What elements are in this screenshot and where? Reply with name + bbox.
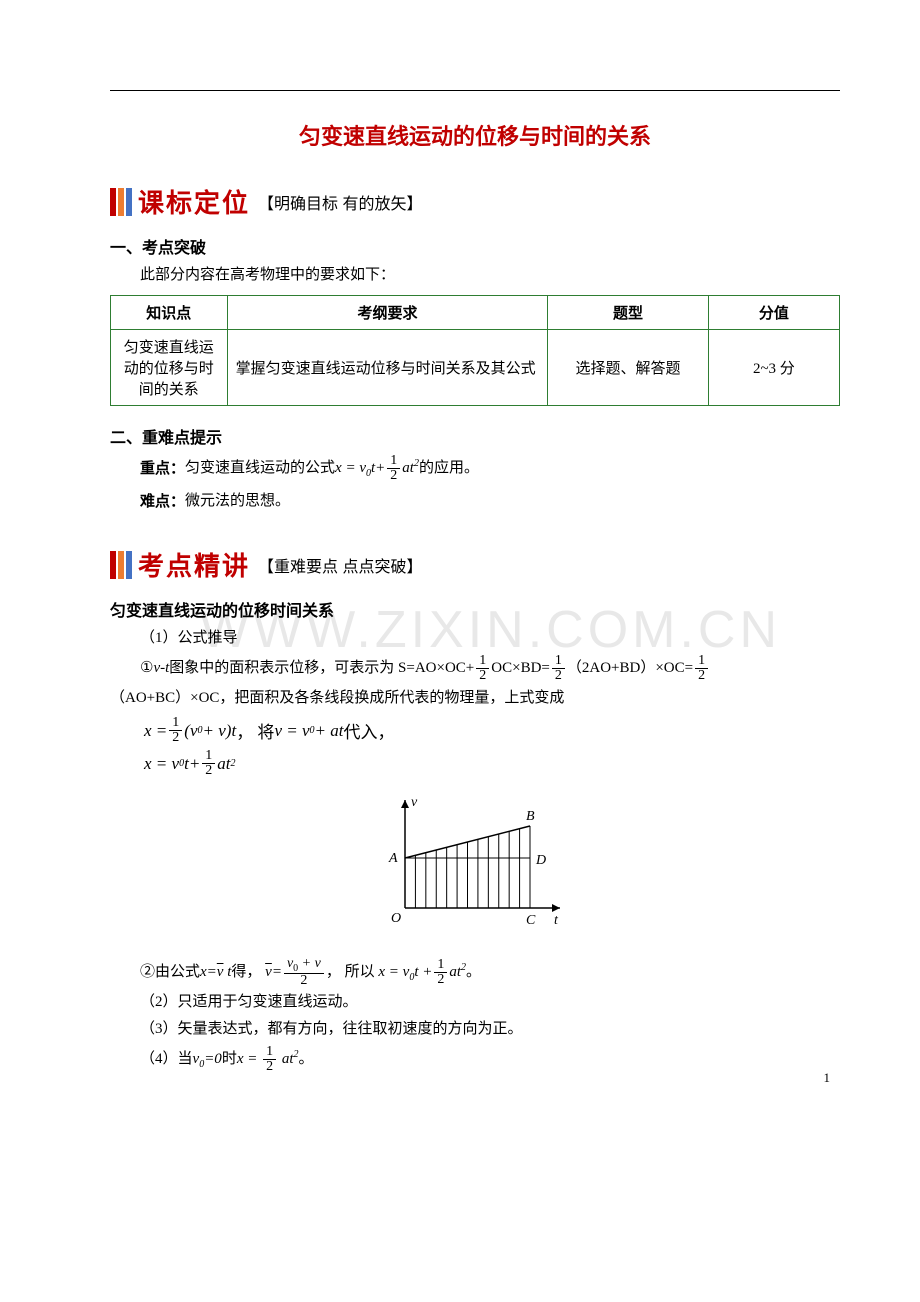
vt-figure: O A B C Dv t [110,788,840,938]
p4c: 。 [299,1043,314,1076]
equation-2: x = v0t + 12 at2 [144,749,840,778]
th-requirement: 考纲要求 [227,296,548,330]
at2: at2 [449,956,466,989]
p4b: 时 [222,1043,237,1076]
eq: = [272,956,282,989]
heading-breakthrough: 一、考点突破 [110,234,840,258]
frac-half: 12 [695,654,708,683]
th-type: 题型 [548,296,708,330]
vt-diagram-svg: O A B C Dv t [370,788,580,938]
banner-bars-icon [110,551,132,579]
banner-kebiao-sub: 【明确目标 有的放矢】 [258,190,422,214]
td-knowledge: 匀变速直线运动的位移与时间的关系 [111,330,228,406]
svg-text:A: A [388,851,398,866]
svg-text:D: D [535,853,546,868]
requirements-table: 知识点 考纲要求 题型 分值 匀变速直线运动的位移与时间的关系 掌握匀变速直线运… [110,295,840,406]
svg-text:t: t [554,913,559,928]
derivation-line2: （AO+BC）×OC，把面积及各条线段换成所代表的物理量，上式变成 [110,685,840,712]
l3b: 得， [231,956,261,989]
formula-at2: at2 [402,452,419,485]
svg-text:v: v [411,795,418,810]
svg-text:B: B [526,809,535,824]
key-label: 重点： [140,452,185,485]
banner-bars-icon [110,188,132,216]
p4a: （4）当 [140,1043,193,1076]
key-post: 的应用。 [419,452,479,485]
frac-half: 12 [434,958,447,987]
p1-label: （1）公式推导 [110,625,840,652]
table-row: 知识点 考纲要求 题型 分值 [111,296,840,330]
th-score: 分值 [708,296,839,330]
l1a: ① [140,652,153,685]
td-requirement: 掌握匀变速直线运动位移与时间关系及其公式 [227,330,548,406]
td-type: 选择题、解答题 [548,330,708,406]
final-eq: x = v0t + [378,956,432,989]
frac-half: 12 [552,654,565,683]
p2: （2）只适用于匀变速直线运动。 [110,989,840,1016]
top-rule [110,90,840,91]
banner-kaodian: 考点精讲 【重难要点 点点突破】 [110,546,840,583]
banner-kaodian-sub: 【重难要点 点点突破】 [258,553,422,577]
table-row: 匀变速直线运动的位移与时间的关系 掌握匀变速直线运动位移与时间关系及其公式 选择… [111,330,840,406]
formula-v0: v0t [359,452,375,485]
l1d: （2AO+BD）×OC= [567,652,693,685]
banner-kebiao: 课标定位 【明确目标 有的放矢】 [110,183,840,220]
td-score: 2~3 分 [708,330,839,406]
heading-difficulty: 二、重难点提示 [110,424,840,448]
p4-line: （4）当 v0=0 时 x = 12 at2 。 [140,1043,840,1076]
diff-point-line: 难点： 微元法的思想。 [140,485,840,518]
diff-text: 微元法的思想。 [185,485,290,518]
formula-x: x = [335,452,356,485]
l3d: 。 [466,956,481,989]
x-eq-vbar-t: x=v t [200,956,231,989]
svg-text:O: O [391,911,401,926]
l3a: ②由公式 [140,956,200,989]
vbar: v [265,956,272,989]
equation-1: x = 12 (v0 + v)t ， 将 v = v0 + at 代入， [144,716,840,745]
heading-relation: 匀变速直线运动的位移时间关系 [110,597,840,621]
at2: at2 [282,1043,299,1076]
vt-label: v-t [153,652,169,685]
diff-label: 难点： [140,485,185,518]
frac-half: 12 [476,654,489,683]
p3: （3）矢量表达式，都有方向，往往取初速度的方向为正。 [110,1016,840,1043]
frac-half: 12 [387,454,400,483]
l1c: OC×BD= [491,652,550,685]
formula-plus: + [375,452,385,485]
l3c: ， 所以 [326,956,375,989]
v0-eq-0: v0=0 [193,1043,222,1076]
intro-text: 此部分内容在高考物理中的要求如下： [110,262,840,289]
key-pre: 匀变速直线运动的公式 [185,452,335,485]
page-title: 匀变速直线运动的位移与时间的关系 [110,119,840,151]
th-knowledge: 知识点 [111,296,228,330]
svg-text:C: C [526,913,536,928]
derivation-line1: ① v-t 图象中的面积表示位移，可表示为 S=AO×OC+ 12 OC×BD=… [140,652,840,685]
l1b: 图象中的面积表示位移，可表示为 S=AO×OC+ [169,652,474,685]
banner-kebiao-title: 课标定位 [138,183,250,220]
frac-half: 12 [263,1045,276,1074]
x-eq: x = [237,1043,258,1076]
banner-kaodian-title: 考点精讲 [138,546,250,583]
frac-v0v-2: v0 + v 2 [284,957,324,989]
derivation-line3: ②由公式 x=v t 得， v = v0 + v 2 ， 所以 x = v0t … [140,956,840,989]
key-point-line: 重点： 匀变速直线运动的公式 x = v0t + 12 at2 的应用。 [140,452,840,485]
